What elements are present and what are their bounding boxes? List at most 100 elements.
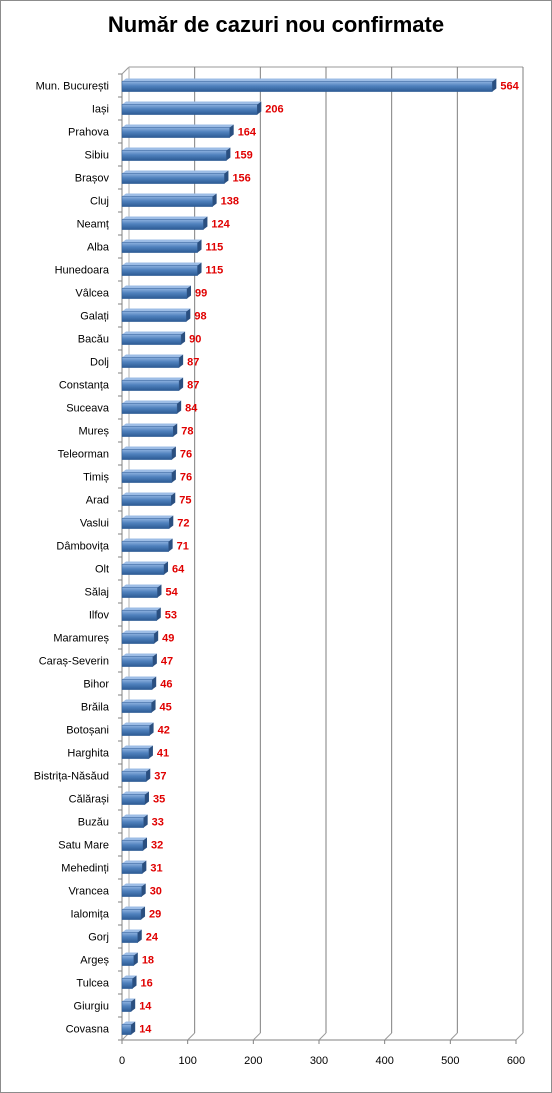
data-label: 71 bbox=[177, 541, 189, 553]
bar-end-face bbox=[154, 630, 159, 644]
bar-front-face bbox=[121, 196, 213, 207]
bar bbox=[121, 308, 191, 322]
bar-end-face bbox=[187, 285, 192, 299]
bar-end-face bbox=[173, 423, 178, 437]
category-label: Sibiu bbox=[85, 150, 109, 162]
x-tick-label: 200 bbox=[244, 1055, 262, 1067]
category-label: Călărași bbox=[69, 794, 109, 806]
bar-end-face bbox=[171, 446, 176, 460]
bar-top-face bbox=[122, 998, 136, 1002]
bar-top-face bbox=[122, 952, 138, 956]
bar bbox=[121, 699, 156, 713]
bar-end-face bbox=[137, 929, 142, 943]
bar-top-face bbox=[122, 975, 137, 979]
data-label: 16 bbox=[141, 978, 153, 990]
bar-top-face bbox=[122, 239, 202, 243]
x-tick-label: 600 bbox=[507, 1055, 525, 1067]
bar-end-face bbox=[131, 1021, 136, 1035]
data-label: 35 bbox=[153, 794, 165, 806]
gridline-foot bbox=[384, 1032, 393, 1041]
category-label: Giurgiu bbox=[74, 1001, 109, 1013]
bar-front-face bbox=[121, 840, 144, 851]
bar bbox=[121, 538, 173, 552]
bar-end-face bbox=[131, 998, 136, 1012]
bar-end-face bbox=[152, 676, 157, 690]
category-label: Suceava bbox=[66, 403, 110, 415]
data-label: 78 bbox=[181, 426, 193, 438]
bar-top-face bbox=[122, 377, 184, 381]
category-label: Ilfov bbox=[89, 610, 110, 622]
bar bbox=[121, 515, 174, 529]
bar-front-face bbox=[121, 955, 135, 966]
bar-front-face bbox=[121, 541, 169, 552]
bar-front-face bbox=[121, 1001, 132, 1012]
bar-end-face bbox=[141, 883, 146, 897]
bar-front-face bbox=[121, 104, 258, 115]
bar-top-face bbox=[122, 285, 192, 289]
bar-front-face bbox=[121, 932, 139, 943]
data-label: 37 bbox=[154, 771, 166, 783]
category-label: Tulcea bbox=[76, 978, 109, 990]
category-label: Brăila bbox=[81, 702, 110, 714]
category-label: Alba bbox=[87, 242, 110, 254]
data-label: 14 bbox=[139, 1024, 152, 1036]
bar-top-face bbox=[122, 722, 154, 726]
data-label: 90 bbox=[189, 334, 201, 346]
bar-front-face bbox=[121, 472, 173, 483]
data-label: 49 bbox=[162, 633, 174, 645]
bar-top-face bbox=[122, 791, 149, 795]
bar-end-face bbox=[156, 607, 161, 621]
category-labels: Mun. București Iași Prahova Sibiu Brașov Cluj… bbox=[34, 81, 110, 1036]
bar-front-face bbox=[121, 426, 174, 437]
category-label: Cluj bbox=[90, 196, 109, 208]
category-label: Botoșani bbox=[66, 725, 109, 737]
category-label: Neamț bbox=[77, 219, 109, 231]
bar-top-face bbox=[122, 354, 184, 358]
bar bbox=[121, 745, 153, 759]
bar bbox=[121, 170, 229, 184]
bar bbox=[121, 446, 176, 460]
bar-top-face bbox=[122, 883, 146, 887]
bar-front-face bbox=[121, 886, 142, 897]
bar-top-face bbox=[122, 860, 147, 864]
bar-front-face bbox=[121, 81, 493, 92]
data-label: 64 bbox=[172, 564, 185, 576]
bar-front-face bbox=[121, 334, 182, 345]
category-label: Bihor bbox=[83, 679, 109, 691]
bar bbox=[121, 860, 147, 874]
x-tick-label: 500 bbox=[441, 1055, 459, 1067]
bar-top-face bbox=[122, 538, 173, 542]
bar bbox=[121, 561, 169, 575]
bar-front-face bbox=[121, 702, 152, 713]
category-label: Bacău bbox=[78, 334, 109, 346]
bar-end-face bbox=[169, 515, 174, 529]
data-label: 29 bbox=[149, 909, 161, 921]
category-label: Gorj bbox=[88, 932, 109, 944]
data-label: 33 bbox=[152, 817, 164, 829]
bar bbox=[121, 676, 157, 690]
bar bbox=[121, 722, 154, 736]
bar-end-face bbox=[197, 262, 202, 276]
category-label: Harghita bbox=[67, 748, 109, 760]
category-label: Brașov bbox=[75, 173, 110, 185]
x-tick-labels: 0 100 200 300 400 500 600 bbox=[119, 1055, 525, 1067]
bar-top-face bbox=[122, 193, 217, 197]
bar bbox=[121, 423, 178, 437]
bar-top-face bbox=[122, 216, 208, 220]
bar-front-face bbox=[121, 725, 150, 736]
bar bbox=[121, 262, 202, 276]
bar-top-face bbox=[122, 124, 234, 128]
bar-end-face bbox=[171, 492, 176, 506]
bar bbox=[121, 998, 136, 1012]
bar bbox=[121, 630, 159, 644]
bar-end-face bbox=[224, 170, 229, 184]
gridline-foot bbox=[252, 1032, 261, 1041]
bar-top-face bbox=[122, 561, 169, 565]
category-label: Timiș bbox=[83, 472, 109, 484]
bar-top-face bbox=[122, 469, 176, 473]
data-label: 156 bbox=[232, 173, 250, 185]
bar-top-face bbox=[122, 814, 148, 818]
category-label: Mun. București bbox=[36, 81, 109, 93]
bar-top-face bbox=[122, 630, 159, 634]
bar bbox=[121, 952, 138, 966]
